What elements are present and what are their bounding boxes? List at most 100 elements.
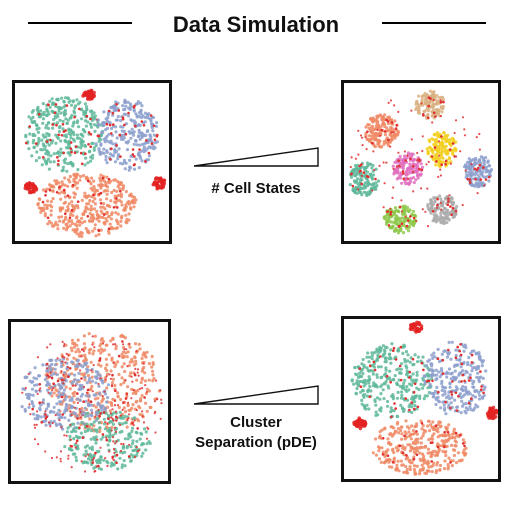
cell-point (438, 468, 442, 472)
cell-point (406, 443, 410, 447)
cell-point (64, 222, 68, 227)
cell-cluster (24, 96, 105, 173)
cell-point (398, 217, 402, 221)
cell-point (71, 130, 75, 134)
cell-point (133, 342, 138, 346)
doublet-point (97, 229, 101, 233)
cell-point (108, 433, 112, 437)
doublet-point (456, 345, 459, 349)
doublet-point (61, 413, 64, 416)
cell-point (464, 163, 468, 167)
cell-point (70, 221, 74, 225)
doublet-point (41, 200, 45, 204)
cell-point (103, 220, 107, 224)
cell-point (428, 145, 432, 149)
cell-point (460, 404, 465, 408)
doublet-point (362, 171, 366, 174)
cell-point (35, 423, 38, 426)
cell-point (94, 435, 98, 439)
cell-point (33, 426, 37, 429)
cell-point (61, 392, 65, 397)
cell-point (353, 366, 357, 370)
cell-point (444, 372, 448, 376)
cell-point (474, 170, 478, 175)
doublet-point (436, 203, 439, 207)
cell-point (90, 408, 94, 412)
doublet-point (440, 135, 443, 138)
cell-point (433, 148, 438, 152)
doublet-point (115, 103, 118, 106)
cell-point (112, 458, 115, 462)
cell-point (129, 453, 133, 457)
cell-point (401, 231, 406, 235)
cell-point (111, 377, 115, 381)
cell-point (91, 199, 95, 204)
cell-point (72, 195, 76, 199)
cell-point (115, 454, 118, 457)
cell-point (61, 165, 65, 169)
cell-point (78, 407, 81, 411)
cell-point (52, 410, 56, 414)
cell-point (464, 390, 468, 394)
cell-point (140, 443, 144, 447)
cell-point (107, 140, 111, 144)
cell-point (87, 404, 91, 408)
cell-point (436, 399, 441, 403)
doublet-point (78, 107, 81, 111)
doublet-point (449, 406, 452, 410)
cell-point (131, 449, 135, 453)
cell-point (408, 449, 412, 453)
cell-point (390, 425, 394, 429)
cell-point (80, 460, 83, 463)
cell-point (97, 136, 101, 140)
cell-point (393, 104, 396, 107)
doublet-point (389, 213, 392, 216)
cell-point (48, 160, 53, 164)
cell-point (421, 94, 425, 98)
cell-point (391, 377, 396, 382)
doublet-point (443, 445, 446, 448)
cell-point (95, 413, 99, 417)
cell-point (435, 385, 439, 389)
doublet-point (112, 123, 115, 126)
cell-point (384, 140, 388, 145)
cell-point (401, 166, 405, 171)
cell-point (74, 176, 78, 180)
cell-point (137, 404, 141, 409)
doublet-point (411, 357, 415, 361)
cell-point (370, 134, 374, 138)
cell-cluster (350, 342, 434, 419)
cell-point (27, 392, 31, 396)
cell-point (410, 109, 413, 112)
cell-point (34, 389, 38, 393)
cell-point (379, 347, 383, 351)
cell-point (65, 352, 68, 355)
cell-point (37, 197, 41, 201)
cell-point (75, 426, 79, 430)
cell-point (140, 356, 144, 360)
cell-point (70, 200, 74, 204)
cell-point (135, 378, 139, 382)
cell-point (151, 144, 155, 148)
doublet-point (432, 111, 436, 115)
cell-point (113, 399, 116, 402)
cell-point (368, 138, 372, 142)
cell-point (75, 186, 79, 190)
cell-point (375, 114, 379, 118)
cell-point (372, 144, 376, 148)
cell-point (447, 456, 451, 460)
cell-point (89, 458, 93, 462)
cell-point (434, 402, 438, 407)
cell-point (405, 226, 409, 230)
cell-point (90, 176, 94, 180)
cell-point (153, 141, 158, 145)
cell-point (59, 147, 63, 151)
cell-point (140, 104, 144, 108)
cell-point (409, 437, 413, 441)
cell-point (27, 373, 30, 376)
cell-point (58, 419, 61, 422)
doublet-point (52, 382, 55, 385)
cell-point (88, 388, 92, 392)
cell-cluster (371, 419, 468, 476)
cell-point (409, 179, 413, 184)
